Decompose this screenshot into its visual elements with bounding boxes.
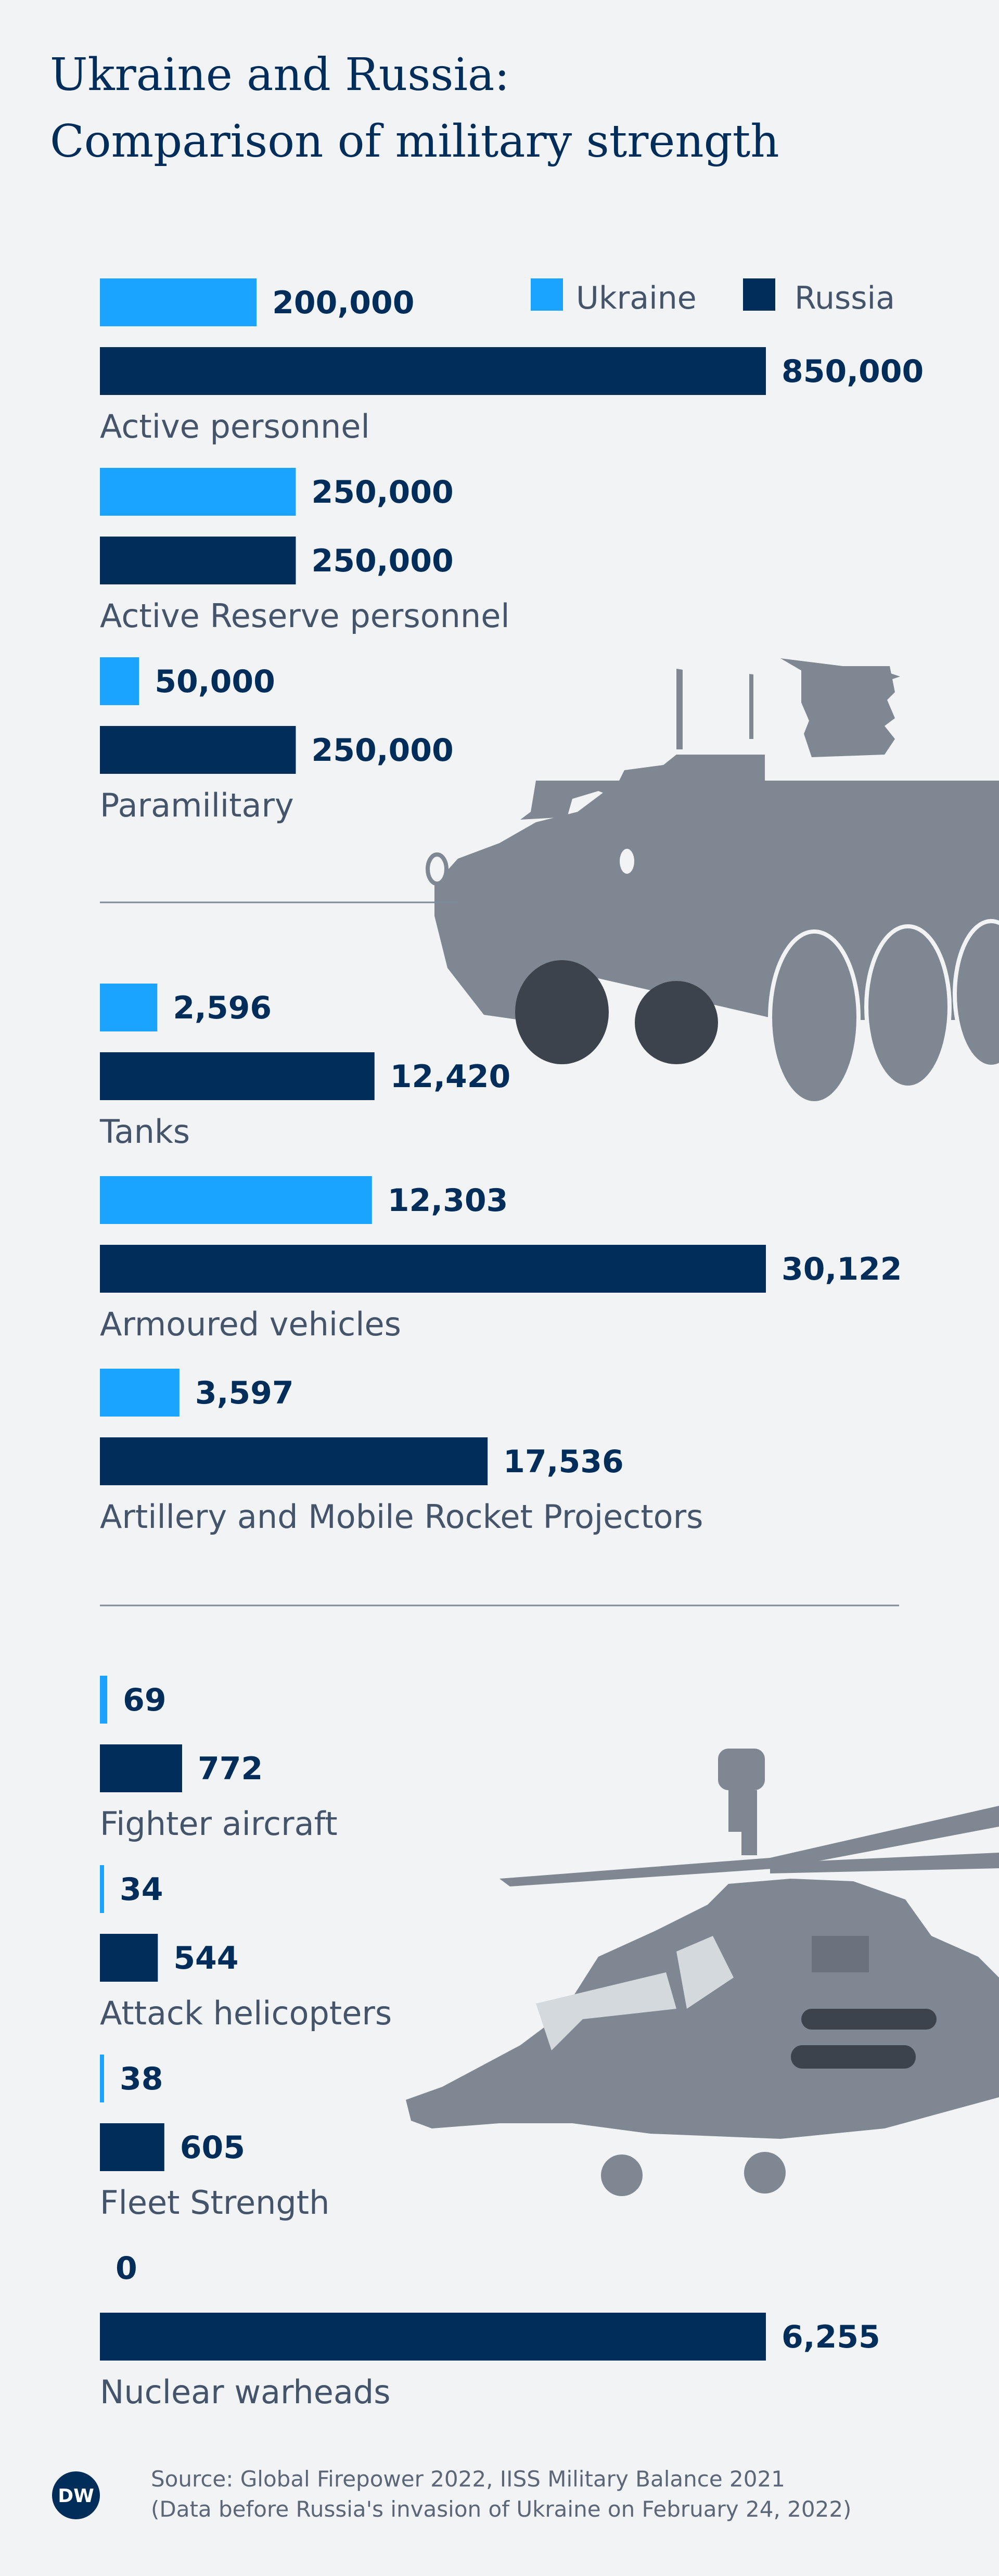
value-label-ukraine-tanks: 2,596 [173,990,272,1026]
bar-ukraine-active-personnel [100,278,257,326]
bar-ukraine-armoured-vehicles [100,1176,372,1224]
value-label-russia-armoured-vehicles: 30,122 [782,1251,902,1287]
value-label-russia-nuclear-warheads: 6,255 [782,2319,880,2355]
value-label-russia-active-personnel: 850,000 [782,353,924,390]
value-label-ukraine-active-personnel: 200,000 [272,285,414,321]
bar-ukraine-fleet-strength [100,2055,104,2102]
value-label-ukraine-active-reserve-personnel: 250,000 [311,474,453,511]
category-label-active-personnel: Active personnel [100,407,370,445]
value-label-ukraine-armoured-vehicles: 12,303 [388,1182,508,1219]
dw-logo: DW [52,2471,100,2519]
legend-label-ukraine: Ukraine [576,280,697,316]
value-label-ukraine-fighter-aircraft: 69 [123,1682,166,1718]
bar-russia-tanks [100,1052,375,1100]
category-label-paramilitary: Paramilitary [100,786,294,824]
source-note: Source: Global Firepower 2022, IISS Mili… [151,2464,851,2524]
bar-ukraine-active-reserve-personnel [100,468,296,516]
source-line-1: Source: Global Firepower 2022, IISS Mili… [151,2466,785,2492]
bar-russia-fighter-aircraft [100,1744,182,1792]
dw-logo-text: DW [58,2485,94,2507]
value-label-russia-tanks: 12,420 [390,1059,511,1095]
category-label-armoured-vehicles: Armoured vehicles [100,1305,401,1343]
value-label-ukraine-artillery-and-mobile-rocket-projectors: 3,597 [195,1375,294,1411]
category-label-attack-helicopters: Attack helicopters [100,1994,392,2032]
bar-russia-artillery-and-mobile-rocket-projectors [100,1437,488,1485]
category-label-nuclear-warheads: Nuclear warheads [100,2373,391,2411]
category-label-tanks: Tanks [99,1113,190,1151]
value-label-russia-fighter-aircraft: 772 [198,1751,263,1787]
category-label-active-reserve-personnel: Active Reserve personnel [100,597,510,635]
chart-title: Ukraine and Russia: Comparison of milita… [50,42,779,175]
bars-layer: 200,000 850,000 Active personnel 250,000 250… [99,278,924,2411]
helicopter-illustration [406,1749,999,2196]
chart-title-line-2: Comparison of military strength [50,116,779,168]
bar-ukraine-artillery-and-mobile-rocket-projectors [100,1369,180,1417]
bar-russia-nuclear-warheads [100,2313,766,2361]
legend-label-russia: Russia [795,280,895,316]
category-label-fighter-aircraft: Fighter aircraft [100,1805,338,1843]
value-label-russia-fleet-strength: 605 [180,2129,245,2166]
legend: Ukraine Russia [531,278,895,316]
value-label-ukraine-paramilitary: 50,000 [155,664,275,700]
chart-title-line-1: Ukraine and Russia: [50,49,510,101]
value-label-ukraine-attack-helicopters: 34 [120,1871,163,1908]
bar-ukraine-paramilitary [100,657,139,705]
value-label-russia-artillery-and-mobile-rocket-projectors: 17,536 [503,1444,624,1480]
bar-russia-armoured-vehicles [100,1245,766,1293]
category-label-artillery-and-mobile-rocket-projectors: Artillery and Mobile Rocket Projectors [100,1498,703,1536]
bar-russia-attack-helicopters [100,1934,158,1982]
value-label-ukraine-fleet-strength: 38 [120,2061,163,2097]
bar-ukraine-attack-helicopters [100,1865,104,1913]
value-label-russia-active-reserve-personnel: 250,000 [311,543,453,579]
bar-russia-active-personnel [100,347,766,395]
legend-swatch-russia [743,278,775,311]
bar-ukraine-tanks [100,984,158,1031]
legend-swatch-ukraine [531,278,563,311]
bar-russia-active-reserve-personnel [100,537,296,584]
bar-russia-paramilitary [100,726,296,774]
value-label-russia-attack-helicopters: 544 [173,1940,238,1976]
value-label-russia-paramilitary: 250,000 [311,732,453,769]
source-line-2: (Data before Russia's invasion of Ukrain… [151,2496,852,2522]
bar-ukraine-fighter-aircraft [100,1676,108,1724]
bar-russia-fleet-strength [100,2123,164,2171]
category-label-fleet-strength: Fleet Strength [100,2184,329,2222]
armoured-vehicle-illustration [426,658,999,1105]
value-label-ukraine-nuclear-warheads: 0 [116,2250,137,2287]
